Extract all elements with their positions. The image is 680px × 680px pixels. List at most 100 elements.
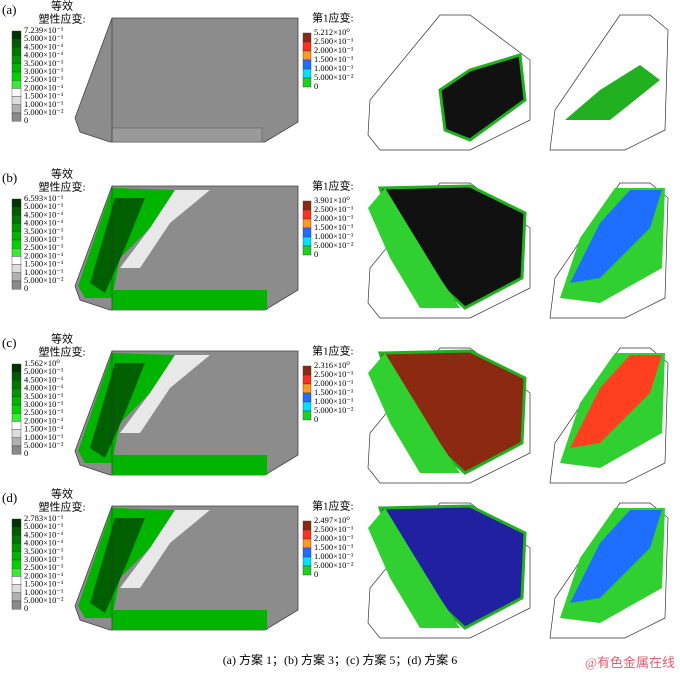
legend-swatch xyxy=(11,96,22,105)
legend-swatch xyxy=(11,47,22,56)
wireframe xyxy=(367,14,531,151)
legend-swatch xyxy=(11,584,22,593)
legend-title: 等效 xyxy=(51,332,73,346)
legend-label: 2.783×10⁻¹ xyxy=(24,513,64,523)
legend-label: 5.000×10⁻² xyxy=(314,405,354,415)
legend-swatch xyxy=(11,551,22,561)
strain-zone xyxy=(112,455,267,475)
legend-title: 塑性应变: xyxy=(38,500,85,514)
legend-swatch xyxy=(11,223,22,233)
legend-label: 1.000×10⁻¹ xyxy=(314,231,354,241)
legend-label: 1.500×10⁻¹ xyxy=(24,424,64,434)
legend-label: 2.000×10⁻¹ xyxy=(24,250,64,260)
legend-label: 2.500×10⁻¹ xyxy=(314,36,354,46)
legend-title: 第1应变: xyxy=(312,344,354,358)
legend-label: 2.500×10⁻¹ xyxy=(314,524,354,534)
legend-swatch xyxy=(11,543,22,552)
legend-swatch xyxy=(11,592,22,602)
legend-swatch xyxy=(11,264,22,274)
strain-zone xyxy=(368,508,460,628)
legend-swatch xyxy=(11,363,22,373)
legend-swatch xyxy=(11,445,22,455)
legend-label: 3.000×10⁻¹ xyxy=(24,399,64,409)
legend-swatch xyxy=(11,206,22,216)
legend-label: 2.500×10⁻¹ xyxy=(24,562,64,572)
legend-swatch xyxy=(302,565,312,576)
legend-label: 3.500×10⁻¹ xyxy=(24,546,64,556)
legend-swatch xyxy=(11,527,22,536)
legend-label: 0 xyxy=(314,81,318,91)
legend-label: 4.500×10⁻¹ xyxy=(24,529,64,539)
legend-label: 2.000×10⁻¹ xyxy=(314,213,354,223)
panel-label: (c) xyxy=(2,335,16,350)
legend-swatch xyxy=(11,88,22,97)
legend-label: 1.500×10⁻¹ xyxy=(314,222,354,232)
legend-swatch xyxy=(302,209,312,220)
legend-swatch xyxy=(302,392,312,403)
legend-title: 塑性应变: xyxy=(38,180,85,194)
legend-label: 5.000×10⁻² xyxy=(314,72,354,82)
legend-swatch xyxy=(302,77,312,88)
strain-zone xyxy=(90,198,145,293)
legend-swatch xyxy=(11,413,22,422)
legend-label: 1.000×10⁻¹ xyxy=(24,587,64,597)
legend-label: 0 xyxy=(24,603,28,613)
legend-label: 2.316×10⁰ xyxy=(314,360,350,370)
wireframe xyxy=(549,14,669,151)
legend-swatch xyxy=(11,437,22,447)
legend-label: 2.500×10⁻¹ xyxy=(24,407,64,417)
strain-zone xyxy=(90,518,145,613)
legend-swatch xyxy=(302,50,312,61)
strain-zone xyxy=(120,510,210,588)
legend-label: 1.562×10⁰ xyxy=(24,358,60,368)
legend-swatch xyxy=(11,63,22,73)
legend-label: 7.239×10⁻¹ xyxy=(24,25,64,35)
legend-label: 0 xyxy=(24,283,28,293)
legend-swatch xyxy=(302,547,312,558)
legend-label: 2.000×10⁻¹ xyxy=(24,570,64,580)
legend-label: 5.000×10⁻² xyxy=(24,107,64,117)
legend-label: 5.000×10⁻² xyxy=(24,440,64,450)
legend-label: 3.901×10⁰ xyxy=(314,195,350,205)
strain-zone xyxy=(111,127,263,143)
legend-label: 5.000×10⁻² xyxy=(24,275,64,285)
legend-swatch xyxy=(11,239,22,249)
legend-swatch xyxy=(302,32,312,43)
legend-swatch xyxy=(11,404,22,414)
strain-zone xyxy=(112,290,267,310)
panel: (d) 等效塑性应变:2.783×10⁻¹5.000×10⁻¹4.500×10⁻¹… xyxy=(2,487,669,639)
legend-swatch xyxy=(11,559,22,569)
legend-swatch xyxy=(11,535,22,544)
legend-label: 4.000×10⁻¹ xyxy=(24,383,64,393)
legend-label: 4.000×10⁻¹ xyxy=(24,50,64,60)
legend-swatch xyxy=(11,198,22,208)
legend-label: 2.497×10⁰ xyxy=(314,515,350,525)
legend-label: 3.500×10⁻¹ xyxy=(24,58,64,68)
legend-title: 等效 xyxy=(51,487,73,501)
panel: (c) 等效塑性应变:1.562×10⁰5.000×10⁻¹4.500×10⁻¹4… xyxy=(2,332,669,484)
legend-swatch xyxy=(11,518,22,528)
legend-label: 4.500×10⁻¹ xyxy=(24,209,64,219)
legend-swatch xyxy=(11,421,22,430)
legend-swatch xyxy=(11,231,22,241)
legend-label: 4.000×10⁻¹ xyxy=(24,538,64,548)
legend-swatch xyxy=(302,59,312,70)
legend-swatch xyxy=(11,372,22,381)
legend-swatch xyxy=(302,401,312,412)
legend-swatch xyxy=(11,112,22,122)
legend-swatch xyxy=(11,272,22,282)
legend-swatch xyxy=(302,236,312,247)
legend-swatch xyxy=(11,429,22,439)
panel: (a) 等效塑性应变:7.239×10⁻¹5.000×10⁻¹4.500×10⁻¹… xyxy=(2,0,669,151)
legend-label: 2.000×10⁻¹ xyxy=(314,533,354,543)
legend-swatch xyxy=(302,200,312,211)
legend-label: 2.500×10⁻¹ xyxy=(24,74,64,84)
legend-label: 5.212×10⁰ xyxy=(314,27,350,37)
legend-swatch xyxy=(11,247,22,257)
legend-swatch xyxy=(11,104,22,114)
legend-label: 1.000×10⁻¹ xyxy=(24,267,64,277)
legend-label: 3.000×10⁻¹ xyxy=(24,234,64,244)
legend-label: 5.000×10⁻² xyxy=(314,560,354,570)
legend-title: 第1应变: xyxy=(312,499,354,513)
